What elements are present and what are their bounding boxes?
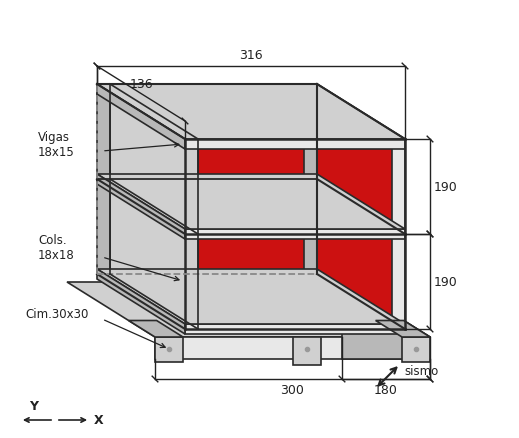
Polygon shape xyxy=(185,324,405,334)
Polygon shape xyxy=(129,321,183,337)
Polygon shape xyxy=(402,337,430,362)
Polygon shape xyxy=(198,234,392,329)
Text: X: X xyxy=(94,413,104,427)
Polygon shape xyxy=(110,85,304,180)
Polygon shape xyxy=(185,140,198,329)
Text: 136: 136 xyxy=(129,78,153,90)
Text: 190: 190 xyxy=(434,276,458,288)
Polygon shape xyxy=(110,85,198,234)
Polygon shape xyxy=(97,85,185,150)
Polygon shape xyxy=(97,85,405,140)
Polygon shape xyxy=(342,283,430,359)
Polygon shape xyxy=(110,180,304,274)
Polygon shape xyxy=(376,321,430,337)
Text: Cols.
18x18: Cols. 18x18 xyxy=(38,233,75,261)
Polygon shape xyxy=(97,85,405,140)
Text: sismo: sismo xyxy=(404,364,438,377)
Polygon shape xyxy=(198,140,392,234)
Text: 190: 190 xyxy=(434,180,458,194)
Polygon shape xyxy=(185,230,405,240)
Polygon shape xyxy=(97,175,185,240)
Polygon shape xyxy=(304,85,317,274)
Polygon shape xyxy=(110,85,198,329)
Polygon shape xyxy=(174,133,185,329)
Polygon shape xyxy=(97,175,405,230)
Text: 300: 300 xyxy=(281,383,305,396)
Polygon shape xyxy=(155,337,183,362)
Text: 316: 316 xyxy=(239,49,263,62)
Text: Vigas
18x15: Vigas 18x15 xyxy=(38,131,75,159)
Polygon shape xyxy=(97,269,185,334)
Polygon shape xyxy=(97,269,405,324)
Polygon shape xyxy=(293,337,321,365)
Polygon shape xyxy=(110,180,198,329)
Polygon shape xyxy=(97,85,110,274)
Polygon shape xyxy=(155,337,430,359)
Polygon shape xyxy=(392,140,405,329)
Polygon shape xyxy=(185,140,405,150)
Polygon shape xyxy=(67,283,430,337)
Text: Cim.30x30: Cim.30x30 xyxy=(25,308,88,321)
Text: 180: 180 xyxy=(374,383,398,396)
Text: Y: Y xyxy=(30,399,38,413)
